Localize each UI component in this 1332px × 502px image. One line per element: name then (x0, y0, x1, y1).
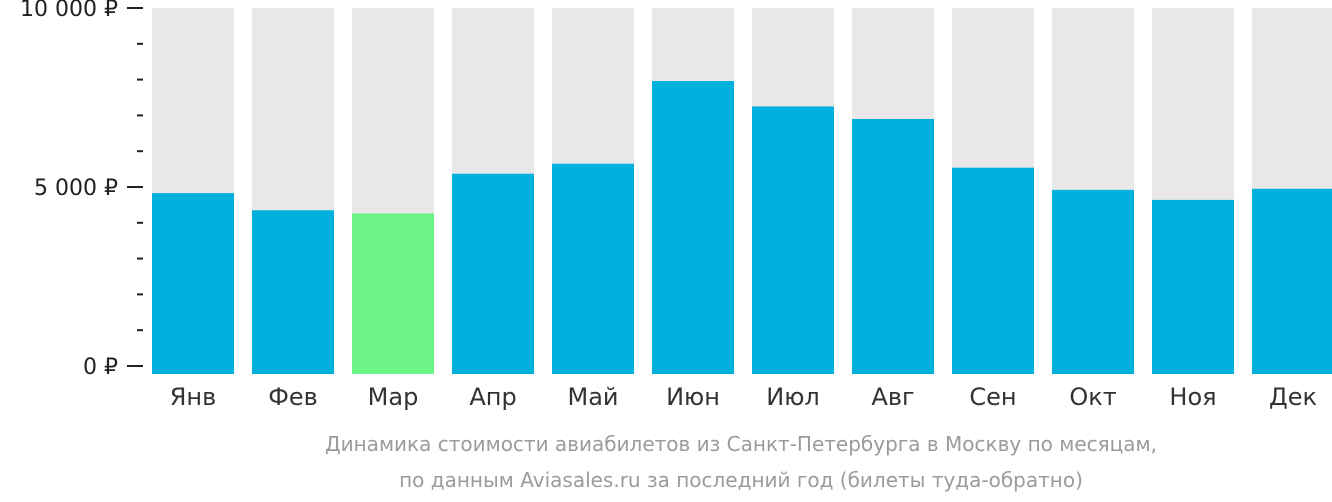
bar-8[interactable] (852, 118, 934, 374)
x-tick-label: Сен (969, 383, 1016, 411)
bar-12[interactable] (1252, 188, 1332, 374)
x-tick-label: Май (567, 383, 618, 411)
x-tick-label: Июл (766, 383, 820, 411)
bar-10[interactable] (1052, 189, 1134, 374)
y-tick-label: 10 000 ₽ (20, 0, 118, 22)
chart-caption-line-1: Динамика стоимости авиабилетов из Санкт-… (324, 432, 1157, 456)
x-tick-label: Янв (170, 383, 217, 411)
bar-5[interactable] (552, 163, 634, 374)
bar-3[interactable] (352, 213, 434, 374)
x-tick-label: Фев (268, 383, 318, 411)
y-tick-label: 5 000 ₽ (34, 176, 118, 201)
bars (152, 8, 1332, 375)
y-tick-label: 0 ₽ (83, 355, 118, 380)
y-axis: 0 ₽ 5 000 ₽ 10 000 ₽ (20, 0, 143, 380)
bar-2[interactable] (252, 210, 334, 374)
bar-1[interactable] (152, 193, 234, 374)
bar-7[interactable] (752, 106, 834, 374)
x-axis-labels: Янв Фев Мар Апр Май Июн Июл Авг Сен Окт Ноя Дек (170, 383, 1317, 411)
x-tick-label: Мар (368, 383, 419, 411)
x-tick-label: Дек (1269, 383, 1317, 411)
x-tick-label: Окт (1069, 383, 1116, 411)
x-tick-label: Июн (666, 383, 720, 411)
x-tick-label: Авг (871, 383, 914, 411)
x-tick-label: Апр (469, 383, 516, 411)
chart-caption-line-2: по данным Aviasales.ru за последний год … (399, 468, 1083, 492)
bar-9[interactable] (952, 167, 1034, 374)
x-tick-label: Ноя (1169, 383, 1216, 411)
bar-11[interactable] (1152, 199, 1234, 374)
bar-6[interactable] (652, 81, 734, 375)
bar-4[interactable] (452, 173, 534, 374)
